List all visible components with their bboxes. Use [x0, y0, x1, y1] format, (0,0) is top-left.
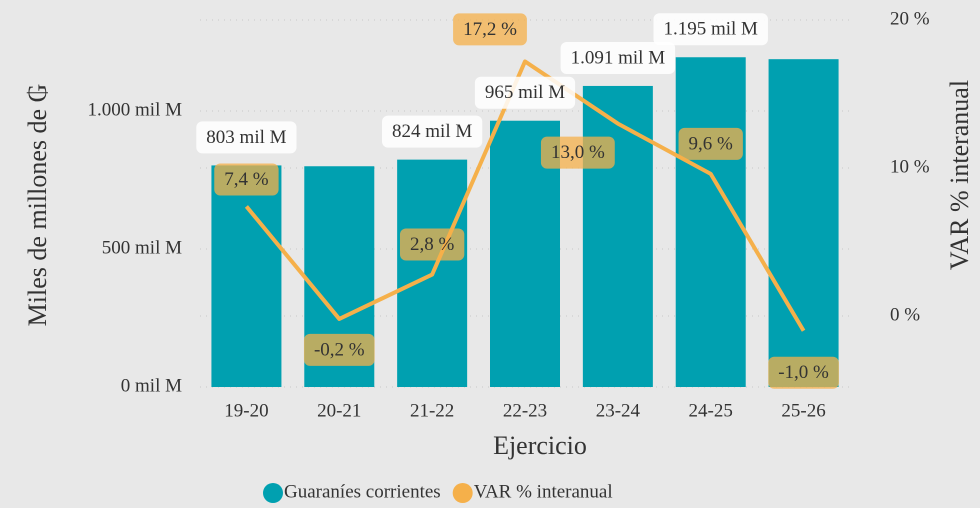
data-label: 803 mil M	[206, 127, 286, 148]
line-label: 17,2 %	[453, 13, 527, 46]
legend-label: VAR % interanual	[474, 481, 613, 502]
y2-tick-label: 10 %	[890, 156, 930, 177]
data-label: -1,0 %	[778, 362, 829, 383]
bar-label: 1.195 mil M	[653, 13, 768, 46]
bar	[675, 57, 746, 387]
label-box	[196, 121, 297, 154]
data-label: -0,2 %	[314, 339, 365, 360]
label-box	[214, 163, 279, 196]
label-box	[453, 13, 527, 46]
label-box	[474, 76, 576, 109]
data-label: 965 mil M	[485, 82, 565, 103]
data-label: 824 mil M	[392, 121, 472, 142]
y2-axis-title: VAR % interanual	[945, 80, 974, 270]
legend-marker	[452, 483, 473, 503]
x-tick-label: 21-22	[410, 400, 454, 421]
label-box	[768, 356, 839, 389]
label-box	[560, 41, 676, 74]
bar-label: 1.091 mil M	[560, 41, 676, 74]
line-label: 9,6 %	[678, 127, 743, 160]
line	[244, 59, 806, 332]
x-tick-label: 19-20	[224, 400, 268, 421]
x-tick-label: 25-26	[781, 400, 825, 421]
bar	[211, 165, 282, 387]
bar-label: 824 mil M	[382, 115, 483, 148]
y-axis-title: Miles de millones de ₲	[23, 84, 52, 327]
data-label: 1.195 mil M	[663, 19, 758, 40]
y-tick-label: 1.000 mil M	[88, 99, 183, 120]
y2-tick-label: 0 %	[890, 304, 920, 325]
data-label: 7,4 %	[224, 169, 269, 190]
line-label: 13,0 %	[540, 136, 615, 169]
label-box	[653, 13, 768, 46]
y2-tick-label: 20 %	[890, 8, 930, 29]
bar	[768, 59, 839, 387]
data-label: 17,2 %	[463, 19, 517, 40]
x-tick-label: 24-25	[689, 400, 733, 421]
x-tick-label: 20-21	[317, 400, 361, 421]
label-box	[399, 228, 465, 261]
label-box	[540, 136, 615, 169]
data-label: 13,0 %	[551, 142, 605, 163]
y-tick-label: 500 mil M	[102, 237, 182, 258]
label-box	[382, 115, 483, 148]
line-label: -1,0 %	[768, 356, 839, 389]
label-box	[678, 127, 743, 160]
label-box	[303, 333, 375, 366]
x-tick-label: 23-24	[596, 400, 641, 421]
data-label: 2,8 %	[410, 234, 455, 255]
bar	[582, 85, 653, 388]
data-label: 9,6 %	[689, 133, 734, 154]
line-label: -0,2 %	[303, 333, 375, 366]
legend-marker	[263, 483, 283, 503]
y-tick-label: 0 mil M	[121, 375, 182, 396]
data-label: 1.091 mil M	[571, 47, 666, 68]
x-axis-title: Ejercicio	[493, 431, 587, 460]
line-label: 2,8 %	[399, 228, 465, 261]
bar-label: 803 mil M	[196, 121, 297, 154]
line-label: 7,4 %	[214, 163, 279, 196]
x-tick-label: 22-23	[503, 400, 547, 421]
bar-label: 965 mil M	[474, 76, 576, 109]
legend-label: Guaraníes corrientes	[284, 481, 441, 502]
